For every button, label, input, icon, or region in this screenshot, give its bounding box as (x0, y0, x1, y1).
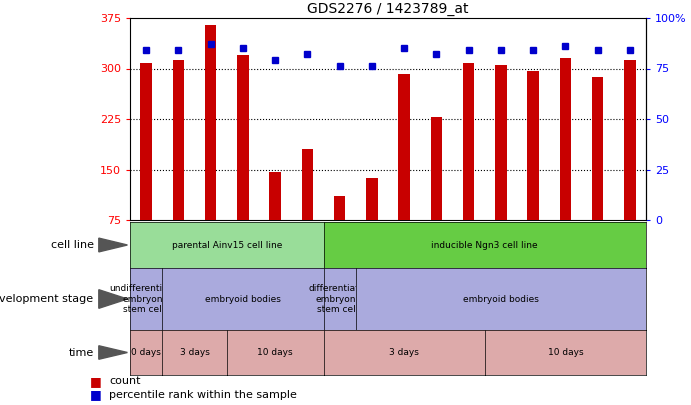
Bar (140, 63, 152, 220)
Text: ■: ■ (90, 375, 102, 388)
Bar (269, 172, 281, 220)
Bar (399, 74, 410, 220)
Text: 3 days: 3 days (180, 348, 209, 357)
Bar (302, 149, 313, 220)
Polygon shape (99, 290, 127, 308)
Text: time: time (68, 347, 93, 358)
Text: 3 days: 3 days (389, 348, 419, 357)
Text: 0 days: 0 days (131, 348, 161, 357)
Text: differentiated
embryonic
stem cells: differentiated embryonic stem cells (309, 284, 370, 314)
Text: inducible Ngn3 cell line: inducible Ngn3 cell line (431, 241, 538, 249)
Polygon shape (99, 238, 127, 252)
Text: embryoid bodies: embryoid bodies (205, 294, 281, 303)
Text: embryoid bodies: embryoid bodies (463, 294, 539, 303)
Text: 10 days: 10 days (257, 348, 293, 357)
Bar (334, 196, 346, 220)
Bar (237, 55, 249, 220)
Text: ■: ■ (90, 388, 102, 401)
Bar (205, 25, 216, 220)
Text: parental Ainv15 cell line: parental Ainv15 cell line (171, 241, 282, 249)
Bar (624, 60, 636, 220)
Bar (366, 177, 377, 220)
Bar (592, 77, 603, 220)
Bar (527, 70, 539, 220)
Text: cell line: cell line (50, 240, 93, 250)
Text: undifferentiated
embryonic
stem cells: undifferentiated embryonic stem cells (109, 284, 183, 314)
Text: 10 days: 10 days (547, 348, 583, 357)
Bar (173, 60, 184, 220)
Text: count: count (109, 377, 141, 386)
Bar (430, 117, 442, 220)
Polygon shape (99, 346, 127, 359)
Text: development stage: development stage (0, 294, 93, 304)
Title: GDS2276 / 1423789_at: GDS2276 / 1423789_at (307, 2, 468, 15)
Bar (560, 58, 571, 220)
Text: percentile rank within the sample: percentile rank within the sample (109, 390, 297, 399)
Bar (495, 65, 507, 220)
Bar (463, 63, 474, 220)
